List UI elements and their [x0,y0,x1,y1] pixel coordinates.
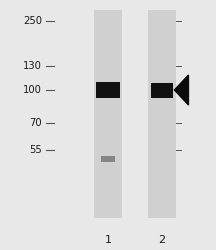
Text: 250: 250 [23,16,42,26]
Text: 130: 130 [23,61,42,71]
Bar [101,156,115,162]
Bar [94,10,122,218]
Bar [148,10,176,218]
Polygon shape [174,75,188,105]
Text: 100: 100 [23,85,42,95]
Text: 55: 55 [29,145,42,155]
Bar [96,82,120,98]
Text: 70: 70 [30,118,42,128]
Text: 2: 2 [159,235,165,245]
Bar [151,82,173,98]
Text: 1: 1 [105,235,111,245]
